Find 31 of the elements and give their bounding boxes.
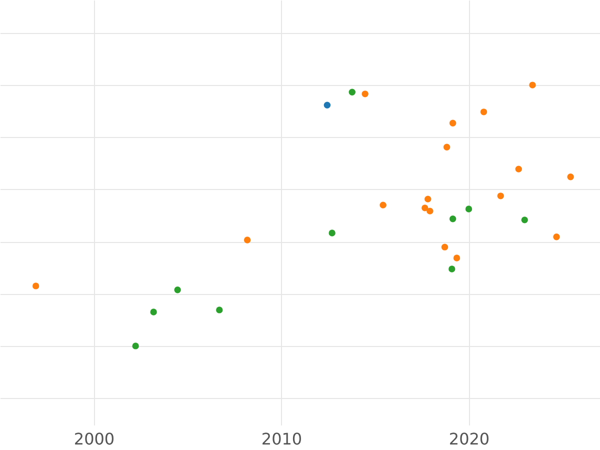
point — [426, 208, 434, 214]
point — [529, 82, 536, 88]
point — [380, 202, 386, 208]
point — [449, 216, 456, 222]
point — [443, 144, 450, 150]
point — [244, 236, 251, 244]
point — [553, 234, 560, 240]
point — [328, 230, 336, 236]
point — [150, 308, 157, 316]
point — [465, 206, 472, 212]
point — [567, 174, 574, 180]
point — [348, 88, 356, 96]
point — [497, 192, 504, 200]
point — [521, 216, 528, 224]
point — [453, 254, 460, 262]
point — [449, 120, 456, 126]
x-tick-label: 2000 — [74, 430, 115, 448]
point — [448, 266, 456, 272]
x-tick-label: 2020 — [448, 430, 490, 448]
point — [424, 196, 432, 202]
point — [362, 90, 368, 98]
point — [441, 244, 448, 250]
point — [324, 102, 331, 108]
point — [515, 166, 522, 172]
point — [216, 306, 223, 314]
point — [422, 204, 428, 212]
point — [32, 282, 40, 290]
x-tick-label: 2010 — [261, 430, 302, 448]
point — [174, 286, 181, 294]
point — [480, 108, 488, 116]
point — [132, 342, 139, 350]
